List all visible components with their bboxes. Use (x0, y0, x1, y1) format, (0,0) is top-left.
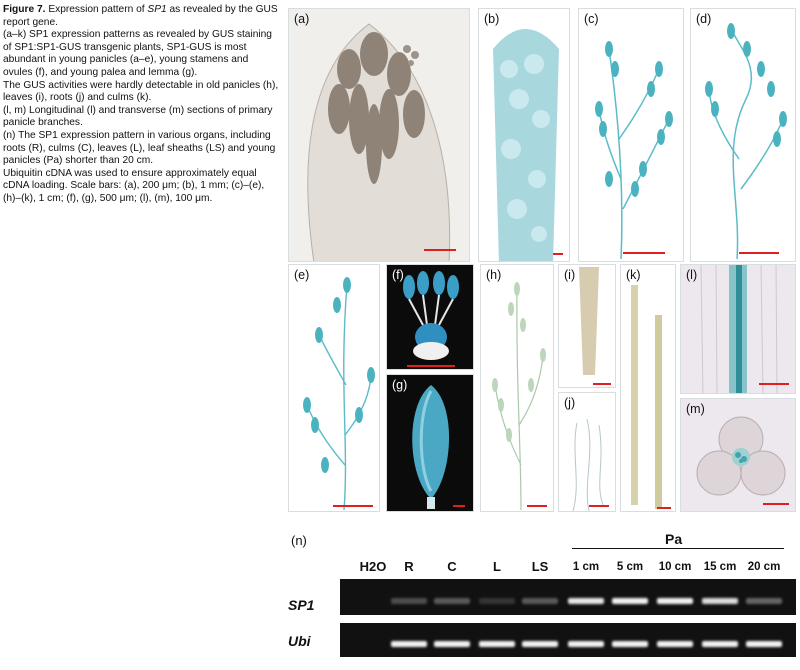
caption-title-b: as revealed by the GUS report gene. (3, 4, 278, 28)
panel-c-scale-bar (623, 252, 665, 254)
panel-l-image (700, 265, 778, 393)
lane-label-5: 1 cm (572, 561, 600, 573)
panel-a-label: (a) (294, 12, 310, 26)
caption-p2: The GUS activities were hardly detectabl… (3, 79, 279, 104)
panel-g-label: (g) (392, 378, 408, 392)
lane-label-4: LS (531, 559, 549, 574)
caption-p1: (a–k) SP1 expression patterns as reveale… (3, 29, 272, 78)
panel-m-image (696, 416, 786, 496)
lane-label-1: R (404, 559, 414, 574)
ubi-band-8 (702, 641, 738, 647)
panel-c-image (595, 41, 673, 260)
ubi-band-3 (479, 641, 515, 647)
panel-h-label: (h) (486, 268, 502, 282)
panel-m-label: (m) (686, 402, 705, 416)
panel-f-scale-bar (407, 365, 455, 367)
lane-label-3: L (493, 559, 501, 574)
panel-g: (g) (386, 374, 474, 512)
panel-e-label: (e) (294, 268, 310, 282)
caption-p5: Ubiquitin cDNA was used to ensure approx… (3, 167, 265, 204)
panel-b: (b) (478, 8, 570, 262)
panel-d-label: (d) (696, 12, 712, 26)
ubi-band-4 (522, 641, 558, 647)
panel-j: (j) (558, 392, 616, 512)
sp1-band-2 (434, 598, 470, 604)
panel-m: (m) (680, 398, 796, 512)
caption-title-a: Expression pattern of (48, 4, 148, 15)
ubi-band-2 (434, 641, 470, 647)
panel-b-label: (b) (484, 12, 500, 26)
lane-label-7: 10 cm (658, 561, 692, 573)
panel-a-scale-bar (424, 249, 456, 251)
ubi-band-6 (612, 641, 648, 647)
panel-d-scale-bar (739, 252, 779, 254)
panel-l-label: (l) (686, 268, 698, 282)
lane-label-8: 15 cm (703, 561, 737, 573)
panel-n-label: (n) (291, 533, 307, 548)
panel-e-scale-bar (333, 505, 373, 507)
sp1-band-6 (612, 598, 648, 604)
figure-caption: Figure 7. Expression pattern of SP1 as r… (3, 4, 279, 206)
lane-label-9: 20 cm (747, 561, 781, 573)
panel-h-image (492, 282, 546, 511)
panel-j-image (572, 418, 604, 511)
panel-b-image (493, 29, 559, 261)
ubi-row-label: Ubi (288, 633, 311, 649)
sp1-band-8 (702, 598, 738, 604)
pa-group-bracket (572, 548, 784, 549)
caption-p3: (l, m) Longitudinal (l) and transverse (… (3, 104, 273, 129)
panel-c: (c) (578, 8, 684, 262)
panel-f-label: (f) (392, 268, 404, 282)
panel-f: (f) (386, 264, 474, 370)
panel-i-image (579, 267, 599, 375)
caption-title-gene: SP1 (147, 4, 167, 15)
panel-e-image (303, 277, 375, 511)
ubi-band-1 (391, 641, 427, 647)
panel-k-scale-bar (657, 507, 671, 509)
sp1-gel-row (340, 579, 796, 615)
panel-a: (a) (288, 8, 470, 262)
sp1-band-7 (657, 598, 693, 604)
panel-d: (d) (690, 8, 796, 262)
panel-c-label: (c) (584, 12, 599, 26)
panel-j-label: (j) (564, 396, 576, 410)
panel-l-scale-bar (759, 383, 789, 385)
sp1-band-5 (568, 598, 604, 604)
pa-group-label: Pa (665, 531, 683, 547)
ubi-gel-row (340, 623, 796, 657)
caption-p4: (n) The SP1 expression pattern in variou… (3, 129, 276, 167)
lane-label-0: H2O (359, 559, 387, 574)
panel-g-image (412, 385, 450, 509)
panel-l: (l) (680, 264, 796, 394)
lane-label-2: C (447, 559, 457, 574)
sp1-band-1 (391, 598, 427, 604)
panel-b-scale-bar (553, 253, 563, 255)
panel-m-scale-bar (763, 503, 789, 505)
panel-k: (k) (620, 264, 676, 512)
figure-label: Figure 7. (3, 4, 46, 15)
sp1-row-label: SP1 (288, 597, 315, 613)
panel-k-image (631, 285, 662, 509)
ubi-band-9 (746, 641, 782, 647)
panel-j-scale-bar (589, 505, 609, 507)
panel-d-image (705, 23, 787, 260)
ubi-band-5 (568, 641, 604, 647)
lane-label-6: 5 cm (616, 561, 644, 573)
panel-a-image (307, 23, 451, 261)
panel-i: (i) (558, 264, 616, 388)
panel-h: (h) (480, 264, 554, 512)
panel-g-scale-bar (453, 505, 465, 507)
sp1-band-9 (746, 598, 782, 604)
panel-k-label: (k) (626, 268, 641, 282)
sp1-band-3 (479, 598, 515, 604)
sp1-band-4 (522, 598, 558, 604)
panel-i-scale-bar (593, 383, 611, 385)
panel-h-scale-bar (527, 505, 547, 507)
ubi-band-7 (657, 641, 693, 647)
panel-f-image (403, 271, 459, 360)
panel-i-label: (i) (564, 268, 576, 282)
panel-e: (e) (288, 264, 380, 512)
